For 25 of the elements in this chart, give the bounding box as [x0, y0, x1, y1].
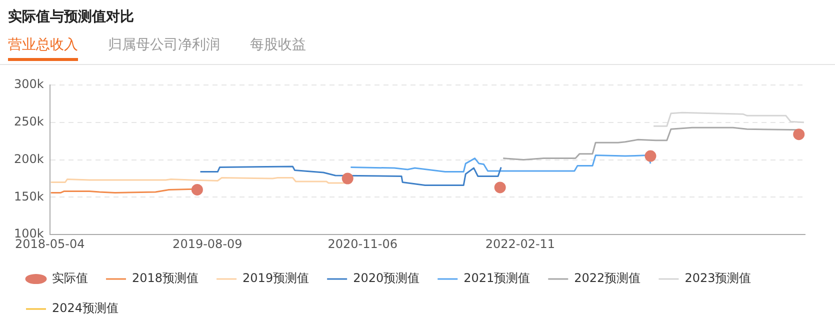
- y-tick-label: 250k: [14, 114, 44, 129]
- legend-label: 2019预测值: [242, 271, 310, 286]
- point: [191, 184, 203, 196]
- text: 每股收益: [250, 36, 306, 55]
- y-tick-label: 300k: [14, 77, 44, 92]
- x-tick-label: 2018-05-04: [14, 236, 85, 251]
- x-tick-label: 2022-02-11: [485, 236, 556, 251]
- x-tick-label: 2019-08-09: [172, 236, 242, 251]
- point: [793, 128, 805, 140]
- chart-subtitle: 营业总收入: [8, 36, 78, 61]
- x-tick-label: 2020-11-06: [328, 236, 398, 251]
- point: [342, 172, 354, 184]
- legend-label: 2021预测值: [464, 271, 530, 286]
- y-tick-label: 150k: [14, 189, 44, 204]
- point: [494, 182, 506, 194]
- chart-title: 实际值与预测值对比: [7, 8, 135, 27]
- y-tick-label: 200k: [14, 152, 44, 166]
- legend-label: 实际值: [52, 271, 88, 286]
- legend-label: 2020预测值: [353, 271, 420, 286]
- legend-label: 2018预测值: [132, 271, 199, 286]
- text: 归属母公司净利润: [108, 36, 220, 55]
- legend-label: 2024预测值: [52, 301, 119, 316]
- point: [644, 150, 656, 162]
- legend-label: 2023预测值: [684, 271, 752, 286]
- legend-label: 2022预测值: [574, 271, 641, 286]
